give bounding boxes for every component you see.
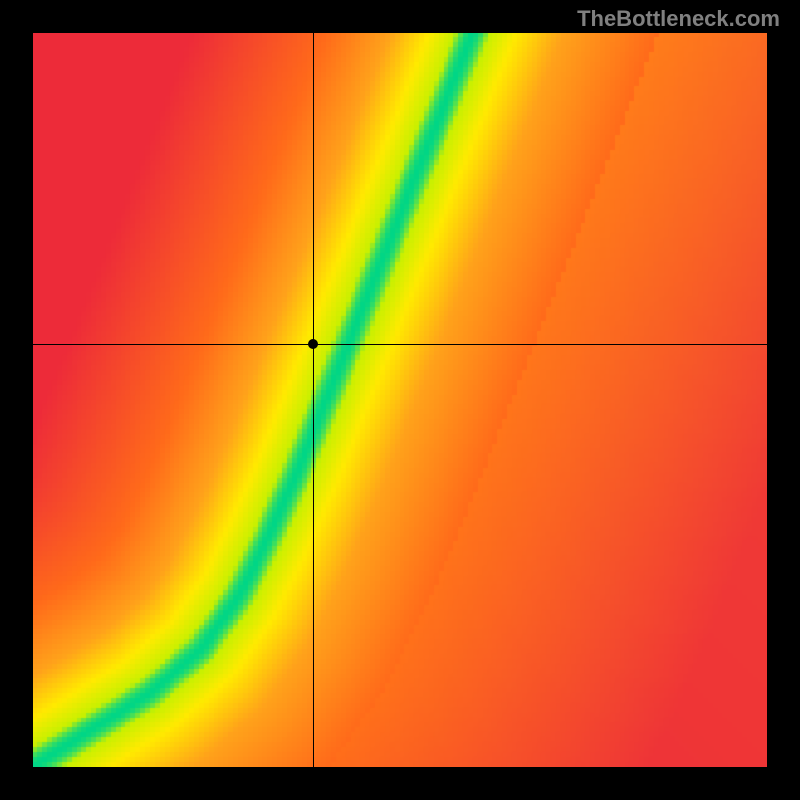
plot-area: [33, 33, 767, 767]
watermark-text: TheBottleneck.com: [577, 6, 780, 32]
crosshair-marker: [308, 339, 318, 349]
heatmap-canvas: [33, 33, 767, 767]
crosshair-horizontal: [33, 344, 767, 345]
chart-container: { "meta": { "source_watermark": "TheBott…: [0, 0, 800, 800]
crosshair-vertical: [313, 33, 314, 767]
